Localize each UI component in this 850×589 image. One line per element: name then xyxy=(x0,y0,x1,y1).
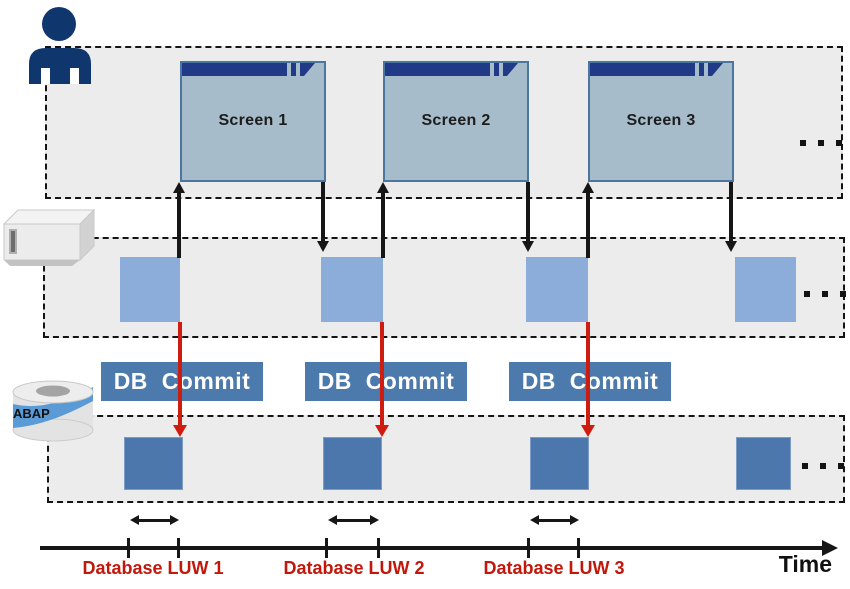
titlebar-corner-notch xyxy=(304,63,324,76)
titlebar-slit xyxy=(296,63,300,76)
titlebar-slit xyxy=(704,63,708,76)
window-body: Screen 3 xyxy=(590,76,732,180)
timeline-tick xyxy=(127,538,130,558)
titlebar-slit xyxy=(499,63,503,76)
timeline-tick xyxy=(527,538,530,558)
database-block-3 xyxy=(530,437,589,490)
screen-output-arrow-3 xyxy=(580,182,596,258)
db-commit-label: DB Commit xyxy=(113,368,251,394)
titlebar-slit xyxy=(695,63,699,76)
database-block-2 xyxy=(323,437,382,490)
time-axis-label: Time xyxy=(778,551,832,577)
timeline-arrowhead xyxy=(822,540,838,556)
db-commit-arrow-1 xyxy=(172,322,188,437)
user-person-icon xyxy=(29,7,91,84)
work-process-block-4 xyxy=(735,257,796,322)
titlebar-corner-notch xyxy=(507,63,527,76)
timeline-tick xyxy=(577,538,580,558)
database-block-1 xyxy=(124,437,183,490)
luw-span-arrow-2 xyxy=(328,514,379,526)
continuation-dots xyxy=(802,463,844,469)
titlebar-slit xyxy=(287,63,291,76)
work-process-block-3 xyxy=(526,257,588,322)
luw-span-arrow-3 xyxy=(530,514,579,526)
continuation-dots xyxy=(804,291,846,297)
continuation-dots xyxy=(800,140,842,146)
user-input-arrow-2 xyxy=(520,182,536,252)
db-commit-label: DB Commit xyxy=(521,368,659,394)
work-process-block-2 xyxy=(321,257,383,322)
screen-window-1: Screen 1 xyxy=(180,61,326,182)
timeline-tick xyxy=(177,538,180,558)
window-titlebar xyxy=(590,63,732,76)
titlebar-corner-notch xyxy=(712,63,732,76)
timeline-tick xyxy=(377,538,380,558)
user-input-arrow-1 xyxy=(315,182,331,252)
screen-label: Screen 3 xyxy=(626,112,696,129)
work-process-block-1 xyxy=(120,257,180,322)
window-titlebar xyxy=(385,63,527,76)
luw-label-1: Database LUW 1 xyxy=(82,558,224,578)
timeline-axis xyxy=(40,546,826,550)
application-server-icon xyxy=(2,208,96,266)
db-commit-arrow-2 xyxy=(374,322,390,437)
screen-window-2: Screen 2 xyxy=(383,61,529,182)
abap-database-cylinder-icon: ABAP xyxy=(12,380,94,442)
window-body: Screen 2 xyxy=(385,76,527,180)
window-titlebar xyxy=(182,63,324,76)
abap-label: ABAP xyxy=(13,406,50,421)
luw-label-2: Database LUW 2 xyxy=(283,558,425,578)
timeline-tick xyxy=(325,538,328,558)
luw-label-3: Database LUW 3 xyxy=(483,558,625,578)
database-block-4 xyxy=(736,437,791,490)
luw-span-arrow-1 xyxy=(130,514,179,526)
user-input-arrow-3 xyxy=(723,182,739,252)
screen-output-arrow-1 xyxy=(171,182,187,258)
screen-window-3: Screen 3 xyxy=(588,61,734,182)
window-body: Screen 1 xyxy=(182,76,324,180)
titlebar-slit xyxy=(490,63,494,76)
screen-output-arrow-2 xyxy=(375,182,391,258)
screen-label: Screen 1 xyxy=(218,112,288,129)
screen-label: Screen 2 xyxy=(421,112,491,129)
db-commit-arrow-3 xyxy=(580,322,596,437)
